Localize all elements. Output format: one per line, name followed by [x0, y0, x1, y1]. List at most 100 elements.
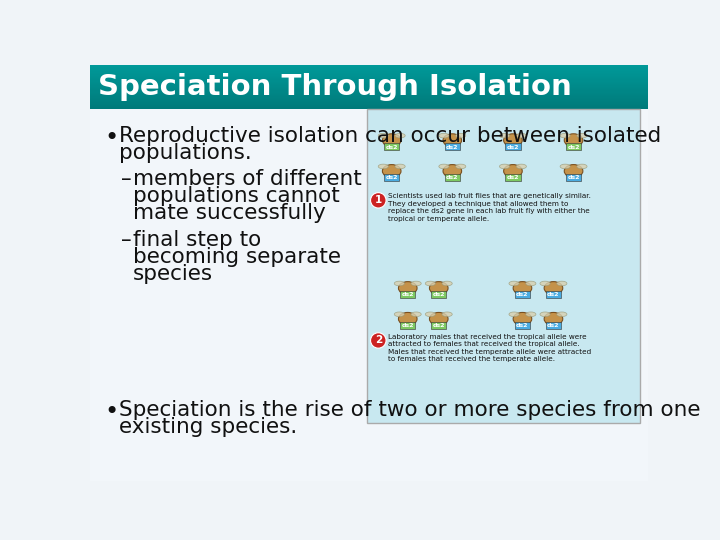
Text: ds2: ds2 — [385, 145, 398, 150]
Ellipse shape — [395, 281, 405, 286]
Bar — [90, 72, 648, 74]
Bar — [90, 75, 648, 76]
Text: mate successfully: mate successfully — [132, 202, 325, 222]
Text: ds2: ds2 — [402, 293, 414, 298]
Text: ds2: ds2 — [507, 145, 519, 150]
Bar — [90, 94, 648, 96]
Bar — [90, 81, 648, 83]
Bar — [90, 80, 648, 82]
Bar — [90, 83, 648, 85]
Text: ds2: ds2 — [433, 323, 445, 328]
Ellipse shape — [513, 282, 532, 294]
Bar — [445, 174, 460, 181]
Bar — [90, 89, 648, 91]
Bar — [90, 103, 648, 104]
Bar — [90, 70, 648, 71]
Bar — [367, 110, 640, 423]
Bar — [90, 69, 648, 70]
Bar — [515, 322, 530, 329]
Ellipse shape — [564, 165, 583, 178]
Text: ds2: ds2 — [433, 293, 445, 298]
Bar — [90, 90, 648, 92]
Ellipse shape — [411, 312, 421, 316]
Bar — [90, 96, 648, 97]
Bar — [90, 64, 648, 66]
Ellipse shape — [500, 164, 510, 168]
Bar — [566, 144, 581, 151]
Ellipse shape — [526, 312, 536, 316]
Text: ds2: ds2 — [547, 293, 559, 298]
Text: ds2: ds2 — [547, 323, 559, 328]
Text: populations cannot: populations cannot — [132, 186, 339, 206]
Ellipse shape — [516, 133, 526, 138]
Ellipse shape — [557, 281, 567, 286]
Text: •: • — [104, 400, 118, 424]
Text: becoming separate: becoming separate — [132, 247, 341, 267]
Ellipse shape — [526, 281, 536, 286]
Bar — [90, 78, 648, 79]
Bar — [90, 97, 648, 98]
Text: –: – — [121, 168, 132, 189]
Bar — [90, 85, 648, 86]
Text: ds2: ds2 — [567, 145, 580, 150]
Text: Speciation Through Isolation: Speciation Through Isolation — [98, 73, 572, 101]
Ellipse shape — [429, 313, 448, 326]
Text: populations.: populations. — [120, 143, 252, 163]
Ellipse shape — [442, 281, 452, 286]
Text: Laboratory males that received the tropical allele were
attracted to females tha: Laboratory males that received the tropi… — [388, 334, 592, 362]
Ellipse shape — [560, 133, 570, 138]
Text: Speciation is the rise of two or more species from one: Speciation is the rise of two or more sp… — [120, 400, 701, 420]
Text: –: – — [121, 231, 132, 251]
Ellipse shape — [509, 281, 519, 286]
Bar — [90, 76, 648, 77]
Bar — [505, 174, 521, 181]
Bar — [445, 144, 460, 151]
Ellipse shape — [500, 133, 510, 138]
Ellipse shape — [378, 133, 389, 138]
Ellipse shape — [443, 165, 462, 178]
Text: ds2: ds2 — [385, 176, 398, 180]
Bar — [90, 104, 648, 105]
Bar — [90, 71, 648, 72]
Text: ds2: ds2 — [507, 176, 519, 180]
Text: Reproductive isolation can occur between isolated: Reproductive isolation can occur between… — [120, 126, 662, 146]
Ellipse shape — [540, 281, 550, 286]
Bar — [90, 106, 648, 107]
Ellipse shape — [395, 164, 405, 168]
Ellipse shape — [426, 281, 436, 286]
Ellipse shape — [443, 134, 462, 147]
Text: •: • — [104, 126, 118, 151]
Circle shape — [371, 333, 386, 348]
Text: ds2: ds2 — [446, 176, 459, 180]
Bar — [90, 108, 648, 110]
Ellipse shape — [398, 313, 417, 326]
Bar — [90, 73, 648, 75]
Ellipse shape — [426, 312, 436, 316]
Text: species: species — [132, 264, 212, 284]
Ellipse shape — [395, 133, 405, 138]
Ellipse shape — [382, 165, 401, 178]
Bar — [90, 102, 648, 103]
Bar — [90, 77, 648, 78]
Ellipse shape — [504, 134, 522, 147]
Bar — [505, 144, 521, 151]
Bar — [90, 87, 648, 88]
Ellipse shape — [540, 312, 550, 316]
Bar — [400, 322, 415, 329]
Ellipse shape — [516, 164, 526, 168]
Ellipse shape — [504, 165, 522, 178]
Ellipse shape — [411, 281, 421, 286]
Bar — [431, 322, 446, 329]
Bar — [90, 65, 648, 67]
Ellipse shape — [564, 134, 583, 147]
Text: Scientists used lab fruit flies that are genetically similar.
They developed a t: Scientists used lab fruit flies that are… — [388, 193, 591, 222]
Ellipse shape — [513, 313, 532, 326]
Text: 2: 2 — [374, 335, 382, 346]
Bar — [90, 91, 648, 93]
Text: members of different: members of different — [132, 168, 361, 189]
Bar — [90, 92, 648, 94]
Text: ds2: ds2 — [567, 176, 580, 180]
Bar — [90, 66, 648, 68]
Bar — [90, 88, 648, 89]
Ellipse shape — [509, 312, 519, 316]
